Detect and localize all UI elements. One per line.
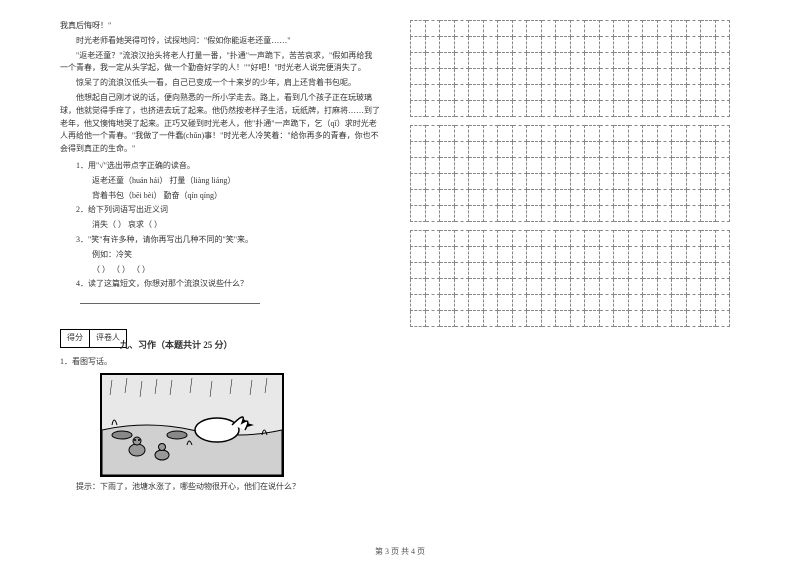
passage-line: 惊呆了的流浪汉低头一看，自己已变成一个十来岁的少年，肩上还背着书包呢。 bbox=[60, 77, 380, 90]
grid-block-1[interactable] bbox=[410, 20, 730, 117]
passage-line: "返老还童？"流浪汉抬头将老人打量一番，"扑通"一声跪下，苦苦哀求，"假如再给我… bbox=[60, 50, 380, 76]
score-label: 得分 bbox=[60, 329, 90, 348]
q1-item: 返老还童（huán hái） 打量（liàng liáng） bbox=[60, 175, 380, 188]
writing-prompt-image bbox=[100, 373, 284, 477]
q2-item: 消失（ ） 哀求（ ） bbox=[60, 219, 380, 232]
grid-block-3[interactable] bbox=[410, 230, 730, 327]
section-9-title: 九、习作（本题共计 25 分） bbox=[120, 338, 380, 352]
passage-line: 我真后悔呀！" bbox=[60, 20, 380, 33]
section-9-sub: 1．看图写话。 bbox=[60, 356, 380, 369]
q2-title: 2．给下列词语写出近义词 bbox=[60, 204, 380, 217]
passage-line: 时光老师看她哭得可怜，试探地问："假如你能返老还童……" bbox=[60, 35, 380, 48]
q3-blanks: （ ） （ ） （ ） bbox=[60, 264, 380, 277]
q1-item: 背着书包（bēi bèi） 勤奋（qín qíng） bbox=[60, 190, 380, 203]
writing-hint: 提示：下雨了，池塘水涨了，哪些动物很开心，他们在说什么？ bbox=[60, 481, 380, 494]
q1-title: 1．用"√"选出带点字正确的读音。 bbox=[60, 160, 380, 173]
grid-block-2[interactable] bbox=[410, 125, 730, 222]
reading-passage: 我真后悔呀！" 时光老师看她哭得可怜，试探地问："假如你能返老还童……" "返老… bbox=[60, 20, 380, 156]
page-footer: 第 3 页 共 4 页 bbox=[0, 546, 800, 557]
passage-line: 他想起自己刚才说的话，便向熟悉的一所小学走去。路上，看到几个孩子正在玩玻璃球，他… bbox=[60, 92, 380, 156]
answer-line[interactable] bbox=[80, 293, 260, 304]
q3-title: 3．"笑"有许多种，请你再写出几种不同的"笑"来。 bbox=[60, 234, 380, 247]
questions-block: 1．用"√"选出带点字正确的读音。 返老还童（huán hái） 打量（liàn… bbox=[60, 160, 380, 309]
q3-example: 例如：冷笑 bbox=[60, 249, 380, 262]
q4-title: 4．读了这篇短文，你想对那个流浪汉说些什么？ bbox=[60, 278, 380, 291]
answer-grid-area bbox=[410, 20, 730, 494]
